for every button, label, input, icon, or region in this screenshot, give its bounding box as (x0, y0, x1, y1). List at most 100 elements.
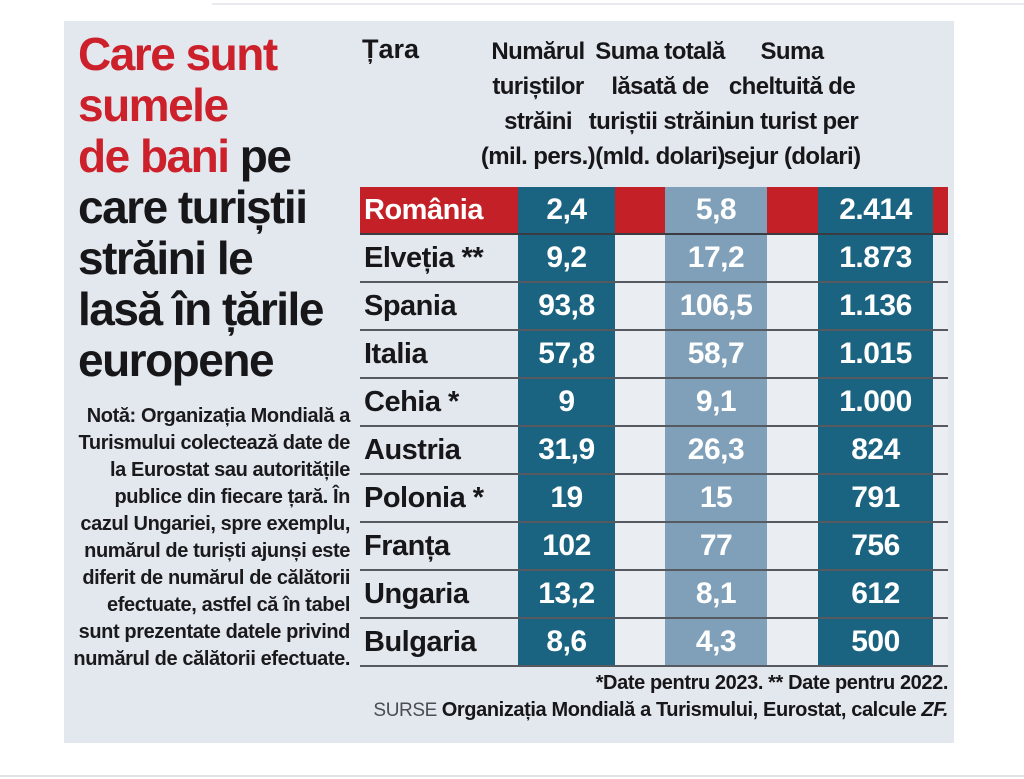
total-sum-cell: 106,5 (665, 283, 767, 329)
table-header: Țara Numărul turiștilor străini (mil. pe… (360, 21, 948, 187)
tourists-value: 93,8 (538, 289, 595, 322)
tourists-cell: 93,8 (518, 283, 615, 329)
total-sum-cell: 17,2 (665, 235, 767, 281)
headline: Care sunt sumele de bani pe care turiști… (78, 29, 378, 386)
country-label: Italia (364, 337, 428, 370)
country-cell: România (360, 187, 518, 233)
column-gap (615, 283, 665, 329)
country-label: România (364, 193, 483, 226)
column-gap (615, 331, 665, 377)
tourists-cell: 19 (518, 475, 615, 521)
column-gap (767, 427, 818, 473)
footnote-text: *Date pentru 2023. ** Date pentru 2022. (595, 672, 949, 694)
column-gap (767, 475, 818, 521)
source-text: Organizația Mondială a Turismului, Euros… (441, 699, 922, 721)
per-tourist-value: 2.414 (839, 193, 912, 226)
country-cell: Elveția ** (360, 235, 518, 281)
source-zf-brand: ZF. (921, 699, 948, 721)
country-label: Ungaria (364, 577, 469, 610)
total-sum-value: 8,1 (695, 577, 737, 610)
column-gap (615, 475, 665, 521)
tourists-value: 31,9 (538, 433, 595, 466)
column-gap (767, 187, 818, 233)
total-sum-cell: 5,8 (665, 187, 767, 233)
total-sum-value: 26,3 (687, 433, 745, 466)
note-text: Notă: Organizația Mondială a Turismului … (73, 405, 350, 670)
data-table: Țara Numărul turiștilor străini (mil. pe… (360, 21, 948, 667)
tourists-value: 57,8 (538, 337, 595, 370)
row-end-stub (933, 475, 948, 521)
table-body: România 2,4 5,8 2.414 Elveția ** 9,2 17,… (360, 187, 948, 667)
per-tourist-cell: 500 (818, 619, 933, 665)
column-gap (615, 619, 665, 665)
country-label: Cehia * (364, 385, 459, 418)
country-label: Elveția ** (364, 241, 484, 274)
column-gap (615, 571, 665, 617)
column-gap (615, 523, 665, 569)
table-row: Cehia * 9 9,1 1.000 (360, 379, 948, 427)
per-tourist-cell: 612 (818, 571, 933, 617)
per-tourist-cell: 2.414 (818, 187, 933, 233)
column-gap (615, 427, 665, 473)
country-label: Polonia * (364, 481, 484, 514)
total-sum-value: 58,7 (687, 337, 745, 370)
table-row: Italia 57,8 58,7 1.015 (360, 331, 948, 379)
country-label: Spania (364, 289, 457, 322)
row-end-stub (933, 571, 948, 617)
header-total-sum: Suma totală lăsată de turiștii străini (… (588, 38, 732, 170)
headline-black-inline: pe (228, 130, 292, 182)
tourists-cell: 9 (518, 379, 615, 425)
tourists-cell: 102 (518, 523, 615, 569)
tourists-cell: 57,8 (518, 331, 615, 377)
per-tourist-value: 824 (851, 433, 900, 466)
total-sum-value: 4,3 (695, 625, 737, 658)
table-row: Franța 102 77 756 (360, 523, 948, 571)
per-tourist-value: 612 (851, 577, 900, 610)
page-edge-line (0, 775, 1024, 777)
column-gap (615, 187, 665, 233)
country-cell: Bulgaria (360, 619, 518, 665)
total-sum-cell: 77 (665, 523, 767, 569)
column-gap (767, 379, 818, 425)
per-tourist-cell: 1.015 (818, 331, 933, 377)
headline-red-text: Care sunt sumele de bani (78, 28, 278, 182)
table-row: Elveția ** 9,2 17,2 1.873 (360, 235, 948, 283)
total-sum-cell: 4,3 (665, 619, 767, 665)
tourists-cell: 8,6 (518, 619, 615, 665)
page-edge-line (212, 3, 1024, 5)
total-sum-value: 15 (699, 481, 733, 514)
table-row: Austria 31,9 26,3 824 (360, 427, 948, 475)
total-sum-cell: 8,1 (665, 571, 767, 617)
total-sum-value: 9,1 (695, 385, 737, 418)
per-tourist-value: 1.136 (839, 289, 912, 322)
column-gap (615, 235, 665, 281)
table-row: Polonia * 19 15 791 (360, 475, 948, 523)
table-row: Spania 93,8 106,5 1.136 (360, 283, 948, 331)
total-sum-cell: 58,7 (665, 331, 767, 377)
total-sum-value: 5,8 (695, 193, 737, 226)
table-row: Ungaria 13,2 8,1 612 (360, 571, 948, 619)
per-tourist-value: 1.000 (839, 385, 912, 418)
tourists-cell: 2,4 (518, 187, 615, 233)
column-gap (767, 331, 818, 377)
row-end-stub (933, 331, 948, 377)
country-cell: Italia (360, 331, 518, 377)
country-cell: Spania (360, 283, 518, 329)
tourists-value: 19 (550, 481, 583, 514)
per-tourist-cell: 791 (818, 475, 933, 521)
per-tourist-value: 1.873 (839, 241, 912, 274)
column-gap (767, 235, 818, 281)
tourists-value: 102 (542, 529, 591, 562)
total-sum-cell: 9,1 (665, 379, 767, 425)
country-label: Franța (364, 529, 450, 562)
tourists-value: 9,2 (546, 241, 587, 274)
row-end-stub (933, 427, 948, 473)
row-end-stub (933, 619, 948, 665)
source-line: SURSE Organizația Mondială a Turismului,… (300, 699, 948, 722)
row-end-stub (933, 283, 948, 329)
tourists-value: 8,6 (546, 625, 587, 658)
tourists-value: 13,2 (538, 577, 595, 610)
tourists-cell: 31,9 (518, 427, 615, 473)
table-row: Bulgaria 8,6 4,3 500 (360, 619, 948, 667)
